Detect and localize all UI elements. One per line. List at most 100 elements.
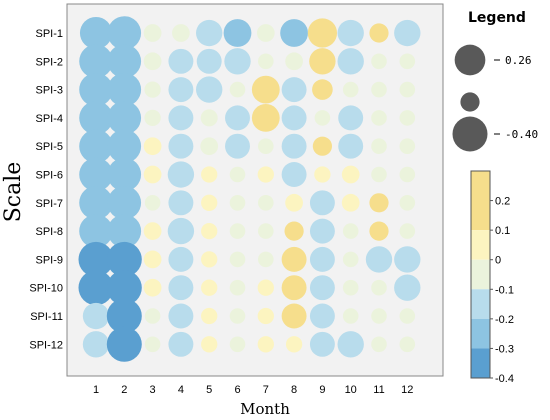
bubble (201, 194, 218, 211)
bubble (399, 53, 416, 70)
bubble (143, 24, 162, 42)
bubble (258, 138, 274, 154)
bubble (107, 44, 142, 79)
colorbar-tick-label: -0.1 (495, 284, 514, 296)
bubble (257, 166, 274, 183)
bubble (143, 250, 162, 269)
bubble (258, 251, 274, 268)
bubble (251, 103, 280, 132)
bubble (201, 307, 218, 325)
bubble (369, 23, 389, 43)
bubble (200, 137, 219, 156)
bubble (285, 193, 303, 212)
bubble (256, 24, 275, 42)
colorbar-tick-label: 0.2 (495, 196, 510, 208)
bubble (342, 279, 359, 296)
size-legend-label: 0.26 (505, 54, 532, 67)
bubble (225, 133, 250, 159)
bubble (285, 336, 303, 353)
bubble (399, 110, 416, 126)
bubble (258, 195, 274, 211)
bubble (168, 190, 194, 216)
bubble (107, 214, 142, 248)
bubble (280, 19, 309, 47)
y-tick-label: SPI-7 (35, 198, 63, 210)
bubble (79, 186, 113, 220)
x-tick-label: 9 (319, 384, 325, 396)
colorbar-band (471, 348, 490, 378)
bubble (106, 326, 142, 362)
bubble (144, 336, 161, 353)
size-legend-circle (452, 116, 488, 152)
bubble (224, 48, 251, 75)
bubble (229, 166, 246, 183)
bubble (399, 308, 416, 324)
bubble (399, 81, 416, 98)
colorbar: 0.2 0.1 0 -0.1 -0.2 -0.3 -0.4 (470, 170, 514, 385)
bubble (79, 44, 113, 79)
size-legend: Legend 0.26 -0.40 (452, 10, 538, 152)
y-tick-label: SPI-3 (35, 85, 63, 97)
bubble (394, 246, 421, 273)
bubble (168, 48, 194, 74)
bubble (307, 18, 338, 48)
bubble (168, 303, 194, 329)
bubble (229, 81, 246, 98)
y-tick-label: SPI-8 (35, 226, 63, 238)
bubble (309, 303, 335, 329)
bubble (399, 223, 416, 239)
bubble (201, 251, 218, 268)
bubble (337, 48, 364, 75)
bubble (107, 129, 142, 163)
bubble (168, 246, 194, 272)
colorbar-band (471, 259, 490, 290)
bubble (281, 105, 307, 131)
colorbar-tick-label: -0.2 (495, 314, 514, 326)
bubble (342, 81, 359, 98)
bubble (229, 195, 246, 211)
bubble (82, 302, 110, 330)
y-tick-label: SPI-1 (35, 28, 63, 40)
y-tick-label: SPI-12 (29, 339, 63, 351)
bubble (281, 162, 307, 187)
bubble (168, 77, 194, 103)
bubble (371, 336, 387, 353)
bubble (341, 165, 360, 184)
colorbar-tick-label: 0 (495, 255, 501, 267)
bubble (399, 166, 416, 183)
bubble (342, 308, 359, 324)
bubble (309, 218, 335, 244)
x-tick-label: 10 (345, 384, 357, 396)
x-tick-label: 7 (263, 384, 269, 396)
colorbar-tick-label: -0.3 (495, 343, 514, 355)
bubble (309, 48, 336, 75)
bubble (281, 77, 307, 103)
bubble (201, 166, 218, 183)
colorbar-band (471, 318, 490, 349)
size-legend-circle (454, 44, 486, 76)
bubble (144, 195, 161, 211)
bubble (168, 275, 194, 301)
bubble (201, 279, 218, 296)
bubble (143, 52, 162, 71)
bubble (258, 53, 274, 70)
bubble (371, 81, 387, 98)
bubble (79, 157, 113, 192)
bubble (257, 307, 274, 325)
bubble (143, 165, 162, 184)
bubble (82, 331, 110, 358)
bubble (229, 279, 246, 296)
bubble (394, 19, 421, 47)
bubble (79, 129, 113, 163)
bubbles-layer (78, 16, 421, 362)
bubble (394, 274, 421, 301)
bubble (106, 298, 142, 334)
bubble (284, 221, 304, 241)
bubble (106, 270, 142, 306)
bubble (78, 270, 114, 306)
bubble (106, 241, 142, 277)
bubble (257, 336, 274, 353)
bubble (338, 105, 364, 131)
colorbar-band (471, 171, 490, 231)
